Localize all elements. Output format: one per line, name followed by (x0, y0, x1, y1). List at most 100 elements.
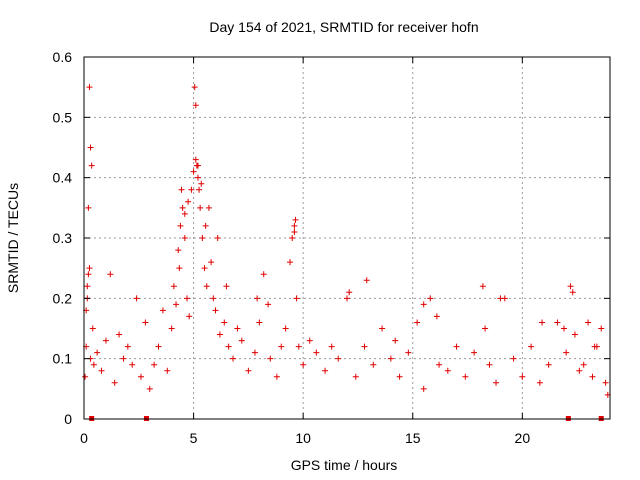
data-point (155, 343, 162, 350)
data-point (199, 235, 206, 241)
data-point (536, 379, 543, 386)
data-point (137, 373, 144, 380)
y-tick-label: 0.2 (53, 290, 73, 306)
data-point (580, 361, 587, 368)
data-point (179, 204, 186, 211)
data-point (85, 204, 92, 211)
data-point (212, 307, 219, 314)
data-point (133, 295, 140, 302)
data-point (300, 361, 307, 368)
data-point (225, 343, 232, 350)
data-point (602, 379, 609, 386)
data-point (563, 349, 570, 356)
data-point (482, 325, 489, 332)
data-point (313, 349, 320, 356)
data-point (479, 283, 486, 290)
data-point (289, 235, 296, 241)
data-point (363, 277, 370, 284)
data-point (291, 222, 298, 229)
data-point (528, 343, 535, 350)
y-tick-label: 0.4 (53, 170, 73, 186)
data-point (190, 168, 197, 175)
data-point (84, 283, 91, 290)
data-point (177, 222, 184, 229)
x-tick-label: 15 (405, 430, 421, 446)
y-axis-label: SRMTID / TECUs (5, 183, 21, 293)
data-point (306, 337, 313, 344)
plot-border (83, 56, 611, 420)
data-point (405, 349, 412, 356)
data-point (86, 84, 93, 91)
data-point (192, 156, 199, 163)
data-point (210, 295, 217, 302)
grid-lines (84, 57, 610, 419)
data-point (444, 367, 451, 374)
x-axis-ticks: 0 5 10 15 20 (80, 57, 530, 446)
data-point (387, 355, 394, 362)
data-point (278, 343, 285, 350)
data-point (379, 325, 386, 332)
data-point (598, 325, 605, 332)
chart-title: Day 154 of 2021, SRMTID for receiver hof… (209, 19, 478, 35)
data-point (196, 186, 203, 193)
data-point (256, 319, 263, 326)
x-axis-label: GPS time / hours (291, 457, 398, 473)
data-point (86, 265, 93, 272)
data-point (486, 361, 493, 368)
data-point (82, 373, 89, 380)
data-point (87, 144, 94, 151)
data-point (170, 283, 177, 290)
data-point (519, 373, 526, 380)
data-point (346, 289, 353, 296)
data-point (370, 361, 377, 368)
x-tick-label: 0 (80, 430, 88, 446)
data-point (142, 319, 149, 326)
data-point (287, 259, 294, 266)
data-point (203, 283, 210, 290)
data-point (267, 355, 274, 362)
data-point (328, 343, 335, 350)
data-point (194, 174, 201, 181)
data-point (462, 373, 469, 380)
data-point (433, 313, 440, 320)
data-point (335, 355, 342, 362)
data-point (184, 295, 191, 302)
data-point (194, 162, 201, 169)
data-point (292, 216, 299, 223)
data-point (260, 271, 267, 278)
data-point (98, 367, 105, 374)
data-point (111, 379, 118, 386)
data-point (124, 343, 131, 350)
data-point (116, 331, 123, 338)
data-point (420, 385, 427, 392)
data-point (471, 349, 478, 356)
data-point (591, 343, 598, 350)
data-point (254, 295, 261, 302)
data-point (173, 301, 180, 308)
data-point (146, 385, 153, 392)
data-point (344, 295, 350, 302)
y-tick-label: 0.5 (53, 109, 73, 125)
data-point (151, 361, 158, 368)
data-point (201, 265, 208, 272)
data-point (293, 295, 300, 302)
data-point (396, 373, 403, 380)
data-point (571, 331, 578, 338)
data-point (427, 295, 434, 302)
data-point (205, 204, 212, 211)
data-point (175, 247, 182, 254)
data-point (238, 337, 245, 344)
data-point (322, 367, 329, 374)
data-point (265, 301, 272, 308)
y-axis-ticks: 0 0.1 0.2 0.3 0.4 0.5 0.6 (53, 49, 610, 427)
x-tick-label: 5 (190, 430, 198, 446)
data-point (453, 343, 460, 350)
data-point (198, 180, 205, 187)
y-tick-label: 0.3 (53, 230, 73, 246)
data-point (94, 349, 101, 356)
data-point (178, 186, 185, 193)
data-point (107, 271, 114, 278)
data-point (102, 337, 109, 344)
data-point (164, 367, 171, 374)
